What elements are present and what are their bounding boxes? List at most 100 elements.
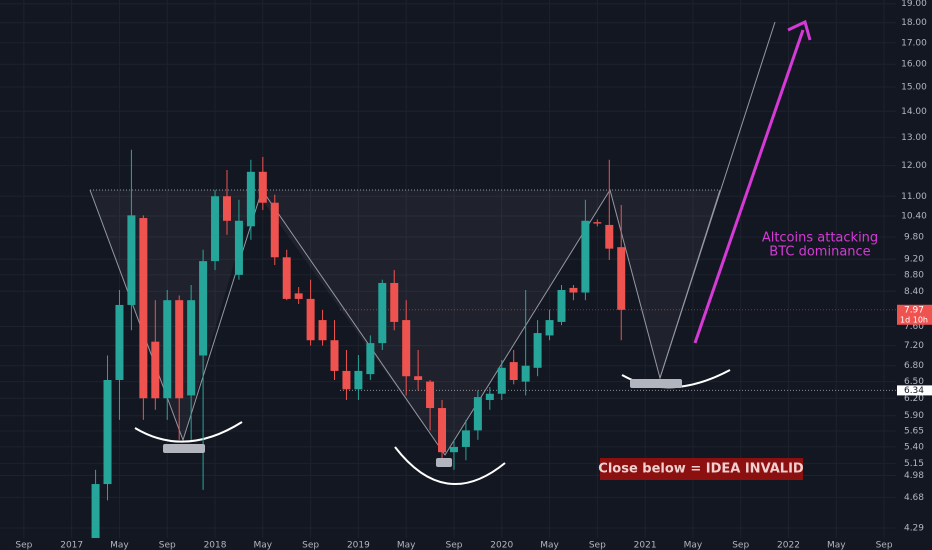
y-tick-label: 15.00 [901,82,927,92]
candle-body [438,408,447,453]
candle-body [473,397,482,431]
candle-body [103,379,112,485]
x-tick-label: May [684,541,703,550]
y-tick-label: 14.00 [901,107,927,117]
candle-body [91,484,100,538]
markers [163,19,812,467]
candle-body [533,333,542,368]
y-tick-label: 7.20 [904,341,924,351]
y-tick-label: 5.90 [904,411,924,421]
x-tick-label: May [254,541,273,550]
arrow [693,29,805,344]
price-countdown: 1d 10h [900,315,928,324]
pattern-line [659,189,721,379]
candle-body [163,300,172,399]
y-tick-label: 8.80 [904,270,924,280]
curve [134,421,243,443]
candle-body [318,320,327,341]
y-tick-label: 12.00 [901,161,927,171]
y-tick-label: 5.40 [904,442,924,452]
candle-body [521,365,530,382]
candle-body [222,196,231,221]
x-tick-label: Sep [876,541,893,550]
candle-body [402,320,411,377]
marker-box [630,379,682,388]
y-tick-label: 19.00 [901,0,927,9]
y-tick-label: 7.60 [904,322,924,332]
candle-body [449,446,458,453]
x-tick-label: May [827,541,846,550]
candle-body [151,341,160,399]
y-tick-label: 11.00 [901,192,927,202]
y-tick-label: 9.20 [904,255,924,265]
y-tick-label: 8.40 [904,287,924,297]
price-label: 6.34 [904,386,924,396]
annotation-box [600,458,803,480]
annotations: Close below = IDEA INVALID Altcoins atta… [598,231,878,480]
candle-body [390,282,399,322]
candle-body [234,220,243,275]
candle-body [497,367,506,394]
candle-body [294,293,303,299]
x-tick-label: Sep [302,541,319,550]
annotation-text: Altcoins attacking [762,231,878,246]
candle-body [378,282,387,344]
candle-body [366,343,375,375]
candle-body [557,290,566,322]
candle-body [330,340,339,371]
y-tick-label: 17.00 [901,38,927,48]
x-tick-label: 2021 [634,541,657,550]
candle-body [282,257,291,299]
candle-body [306,298,315,341]
candle-body [187,300,196,396]
candle-body [509,362,518,380]
axes: 4.29 4.68 4.98 5.15 5.40 5.65 5.90 6.20 6.50 6.80… [15,0,932,550]
arrow-head [787,19,812,41]
candle-body [342,370,351,390]
candle-body [139,218,148,399]
candle-body [581,220,590,293]
annotation-text: Close below = IDEA INVALID [598,462,804,477]
y-tick-label: 6.80 [904,361,924,371]
candle-body [605,224,614,249]
y-tick-label: 4.98 [904,471,924,481]
y-tick-label: 6.20 [904,394,924,404]
price-label: 7.97 [904,305,924,315]
marker-box [163,444,205,453]
candle-body [426,381,435,409]
candle-body [617,247,626,310]
candle-body [175,300,184,399]
y-tick-label: 5.65 [904,426,924,436]
y-tick-label: 9.80 [904,232,924,242]
marker-box [436,458,452,467]
y-tick-label: 5.15 [904,459,924,469]
candle-body [246,171,255,227]
x-tick-label: Sep [159,541,176,550]
curve [394,446,506,486]
y-tick-label: 16.00 [901,60,927,70]
annotation-text: BTC dominance [769,245,870,260]
candle-body [569,287,578,293]
candle-body [461,430,470,447]
candle-body [258,171,267,203]
price-label-box [897,304,932,325]
candle-body [270,202,279,258]
y-tick-label: 10.40 [901,212,927,222]
x-tick-label: 2019 [347,541,370,550]
y-tick-label: 18.00 [901,18,927,28]
x-tick-label: 2020 [490,541,513,550]
x-tick-label: May [110,541,129,550]
x-tick-label: 2017 [60,541,83,550]
x-tick-label: Sep [589,541,606,550]
candle-body [354,370,363,390]
candle-body [545,320,554,336]
price-label-box [897,385,932,396]
x-tick-label: Sep [15,541,32,550]
x-tick-label: May [397,541,416,550]
x-tick-label: Sep [732,541,749,550]
candle-body [593,222,602,224]
y-tick-label: 6.50 [904,377,924,387]
candles [91,149,626,538]
